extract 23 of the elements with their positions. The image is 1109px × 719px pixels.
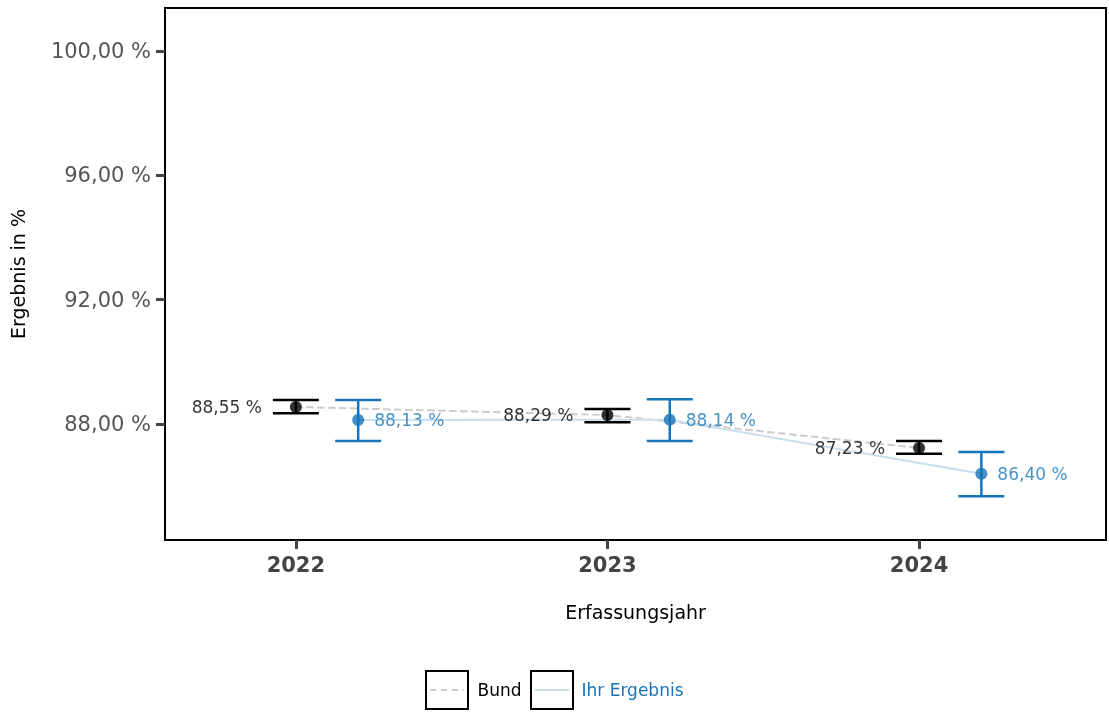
legend-label: Bund <box>477 680 522 700</box>
point <box>352 413 365 426</box>
y-tick-label: 92,00 % <box>64 287 151 312</box>
data-label: 88,29 % <box>503 405 574 426</box>
x-tick-label: 2023 <box>578 552 637 577</box>
point <box>289 400 302 413</box>
y-tick-label: 100,00 % <box>50 38 151 63</box>
legend-label: Ihr Ergebnis <box>581 680 684 700</box>
point <box>601 409 614 421</box>
point <box>975 467 988 480</box>
data-label: 88,14 % <box>685 409 757 430</box>
x-tick-label: 2024 <box>889 552 949 577</box>
data-label: 88,55 % <box>191 396 262 417</box>
y-tick-label: 88,00 % <box>64 412 151 437</box>
data-label: 86,40 % <box>997 463 1068 484</box>
data-label: 88,13 % <box>374 409 445 430</box>
y-tick-label: 96,00 % <box>64 163 151 188</box>
point <box>913 441 926 454</box>
y-axis-title: Ergebnis in % <box>6 209 29 339</box>
data-label: 87,23 % <box>814 437 886 458</box>
point <box>663 413 676 426</box>
x-axis-title: Erfassungsjahr <box>565 600 707 623</box>
x-tick-label: 2022 <box>266 552 326 577</box>
